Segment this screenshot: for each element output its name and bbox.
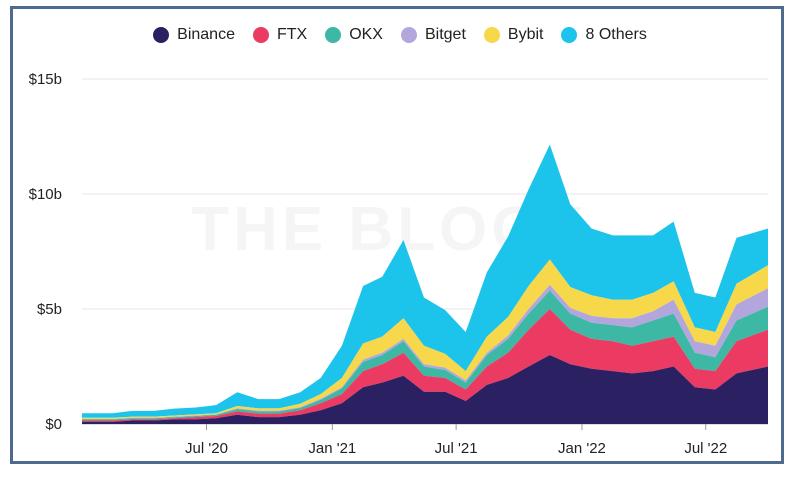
area-8-others — [82, 144, 768, 418]
x-tick-label: Jul '20 — [185, 440, 228, 457]
legend-swatch — [153, 27, 170, 43]
y-tick-label: $15b — [29, 71, 62, 88]
area-bitget — [82, 284, 768, 420]
legend-swatch — [325, 27, 342, 43]
x-tick-label: Jul '21 — [435, 440, 478, 457]
legend-item[interactable]: FTX — [252, 26, 308, 44]
y-tick-label: $0 — [45, 416, 62, 433]
area-ftx — [82, 309, 768, 422]
x-tick-label: Jan '21 — [308, 440, 356, 457]
x-axis-ticks: Jul '20 Jan '21 Jul '21 Jan '22 Jul '22 — [185, 424, 727, 457]
x-tick-label: Jul '22 — [684, 440, 727, 457]
legend-swatch — [483, 27, 500, 43]
chart-legend: Binance FTX OKX Bitget Bybit 8 Others — [0, 26, 800, 44]
legend-label: 8 Others — [585, 26, 647, 43]
x-tick-label: Jan '22 — [558, 440, 606, 457]
legend-item[interactable]: OKX — [325, 26, 383, 44]
area-series — [82, 144, 768, 424]
legend-label: Binance — [177, 26, 235, 43]
legend-item[interactable]: 8 Others — [561, 26, 647, 44]
legend-swatch — [252, 27, 269, 43]
area-bybit — [82, 259, 768, 419]
legend-label: OKX — [349, 26, 383, 43]
legend-swatch — [400, 27, 417, 43]
y-tick-label: $10b — [29, 186, 62, 203]
area-binance — [82, 355, 768, 424]
legend-item[interactable]: Binance — [153, 26, 235, 44]
legend-label: Bybit — [507, 26, 544, 43]
y-axis-ticks: $0 $5b $10b $15b — [29, 71, 62, 433]
legend-item[interactable]: Bybit — [483, 26, 544, 44]
legend-item[interactable]: Bitget — [400, 26, 466, 44]
legend-label: Bitget — [424, 26, 466, 43]
y-tick-label: $5b — [37, 301, 62, 318]
legend-label: FTX — [276, 26, 308, 43]
legend-swatch — [561, 27, 578, 43]
